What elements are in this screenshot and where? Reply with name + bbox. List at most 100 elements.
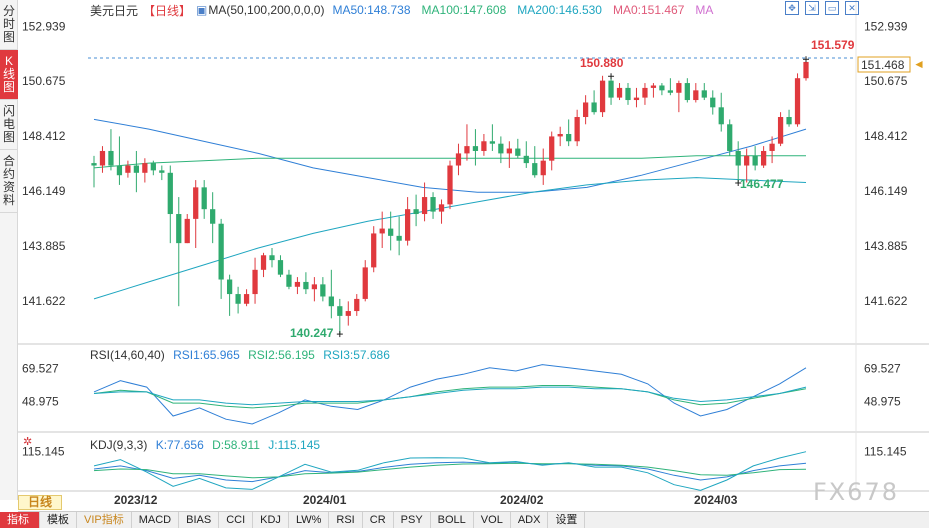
candle-body bbox=[150, 163, 156, 171]
tab-indicators[interactable]: 指标 bbox=[0, 512, 40, 528]
kdj-header: KDJ(9,3,3) K:77.656 D:58.911 J:115.145 bbox=[90, 438, 325, 452]
chart-type-icon[interactable]: ▣ bbox=[196, 3, 208, 17]
tab-kdj[interactable]: KDJ bbox=[253, 512, 289, 528]
tab-flash[interactable]: 闪电图 bbox=[0, 100, 18, 150]
candle-body bbox=[625, 87, 631, 101]
settings-gear-icon[interactable]: ✲ bbox=[23, 436, 33, 448]
candle-body bbox=[260, 255, 267, 270]
ma0-value: MA0:151.467 bbox=[612, 3, 685, 17]
candle-body bbox=[371, 233, 377, 268]
candle-body bbox=[727, 124, 733, 151]
date-label: 2023/12 bbox=[114, 493, 158, 507]
candle-body bbox=[142, 163, 148, 173]
price-tick-label: 146.149 bbox=[22, 184, 66, 198]
window-controls: ✥ ⇲ ▭ ✕ bbox=[785, 1, 859, 15]
high-label: 151.579 bbox=[811, 38, 855, 52]
candle-body bbox=[99, 150, 106, 166]
tab-cci[interactable]: CCI bbox=[219, 512, 254, 528]
tab-rsi[interactable]: RSI bbox=[329, 512, 363, 528]
tab-bias[interactable]: BIAS bbox=[179, 512, 220, 528]
tab-vip-indicators[interactable]: VIP指标 bbox=[77, 512, 132, 528]
candle-body bbox=[574, 117, 580, 142]
tab-settings[interactable]: 设置 bbox=[548, 512, 586, 528]
candle-body bbox=[201, 187, 207, 210]
period-button[interactable]: 日线 bbox=[18, 495, 62, 510]
ma-params[interactable]: MA(50,100,200,0,0,0) bbox=[208, 3, 325, 17]
candle-body bbox=[786, 117, 792, 125]
candle-body bbox=[464, 146, 470, 154]
candle-body bbox=[421, 197, 428, 215]
tab-adx[interactable]: ADX bbox=[511, 512, 549, 528]
candle-body bbox=[693, 90, 699, 101]
candle-body bbox=[430, 197, 436, 212]
price-tick-label: 143.885 bbox=[864, 239, 908, 253]
indicator-tab-bar: 指标 模板 VIP指标 MACD BIAS CCI KDJ LW% RSI CR… bbox=[0, 511, 929, 528]
candle-body bbox=[294, 281, 301, 287]
expand-icon[interactable]: ✥ bbox=[785, 1, 799, 15]
left-tab-bar: 分时图 K线图 闪电图 合约资料 bbox=[0, 0, 18, 500]
tab-macd[interactable]: MACD bbox=[132, 512, 180, 528]
tab-psy[interactable]: PSY bbox=[394, 512, 431, 528]
symbol-name: 美元日元 bbox=[90, 3, 139, 18]
kdj-d-value: D:58.911 bbox=[212, 438, 260, 452]
kdj-tick-label: 115.145 bbox=[22, 445, 65, 459]
tab-kline[interactable]: K线图 bbox=[0, 50, 18, 100]
kdj-label[interactable]: KDJ(9,3,3) bbox=[90, 438, 148, 452]
price-tick-label: 141.622 bbox=[864, 294, 908, 308]
price-tick-label: 150.675 bbox=[864, 74, 908, 88]
rsi-label[interactable]: RSI(14,60,40) bbox=[90, 348, 165, 362]
tab-intraday[interactable]: 分时图 bbox=[0, 0, 18, 50]
restore-icon[interactable]: ▭ bbox=[825, 1, 839, 15]
candle-body bbox=[481, 141, 487, 151]
candle-body bbox=[269, 255, 275, 261]
tab-boll[interactable]: BOLL bbox=[431, 512, 474, 528]
candle-body bbox=[684, 83, 690, 101]
candle-body bbox=[286, 274, 292, 287]
candle-body bbox=[676, 83, 682, 93]
candle-body bbox=[345, 311, 351, 316]
rsi-tick-label: 69.527 bbox=[864, 362, 901, 376]
candle-body bbox=[176, 214, 182, 244]
candle-body bbox=[388, 228, 394, 236]
candle-body bbox=[328, 296, 334, 307]
tab-vol[interactable]: VOL bbox=[474, 512, 511, 528]
chart-canvas[interactable]: 152.939 150.675 148.412 146.149 143.885 141.6… bbox=[18, 0, 929, 510]
shrink-icon[interactable]: ⇲ bbox=[805, 1, 819, 15]
candle-body bbox=[735, 150, 741, 166]
kdj-axis: 115.145 115.145 bbox=[22, 445, 907, 459]
candle-body bbox=[472, 146, 479, 151]
close-icon[interactable]: ✕ bbox=[845, 1, 859, 15]
candle-body bbox=[243, 294, 250, 304]
rsi-tick-label: 48.975 bbox=[864, 395, 901, 409]
tab-contract-info[interactable]: 合约资料 bbox=[0, 150, 18, 213]
price-tick-label: 143.885 bbox=[22, 239, 66, 253]
candle-body bbox=[311, 284, 318, 290]
candle-body bbox=[91, 163, 97, 166]
tab-template[interactable]: 模板 bbox=[40, 512, 77, 528]
kdj-j-line bbox=[93, 451, 807, 491]
date-label: 2024/03 bbox=[694, 493, 738, 507]
candle-body bbox=[218, 223, 224, 280]
price-tick-label: 146.149 bbox=[864, 184, 908, 198]
candle-body bbox=[396, 235, 402, 241]
candle-body bbox=[125, 165, 131, 173]
right-price-axis: 152.939 150.675 148.412 146.149 143.885 141.6… bbox=[864, 19, 908, 307]
candle-body bbox=[599, 80, 606, 113]
date-label: 2024/02 bbox=[500, 493, 544, 507]
candle-body bbox=[633, 97, 640, 101]
candle-body bbox=[523, 155, 529, 164]
tab-lw[interactable]: LW% bbox=[289, 512, 330, 528]
candle-body bbox=[650, 85, 657, 88]
ma50-value: MA50:148.738 bbox=[332, 3, 411, 17]
rsi3-line bbox=[93, 386, 807, 406]
candle-body bbox=[108, 150, 114, 166]
candle-body bbox=[320, 284, 326, 297]
candle-body bbox=[794, 78, 801, 125]
left-price-axis: 152.939 150.675 148.412 146.149 143.885 141.6… bbox=[22, 19, 66, 307]
tab-cr[interactable]: CR bbox=[363, 512, 394, 528]
watermark-logo: FX678 bbox=[812, 478, 899, 506]
rsi2-line bbox=[93, 385, 807, 409]
low-label: 140.247 bbox=[290, 326, 334, 340]
candle-body bbox=[582, 102, 589, 118]
candle-body bbox=[116, 165, 123, 176]
